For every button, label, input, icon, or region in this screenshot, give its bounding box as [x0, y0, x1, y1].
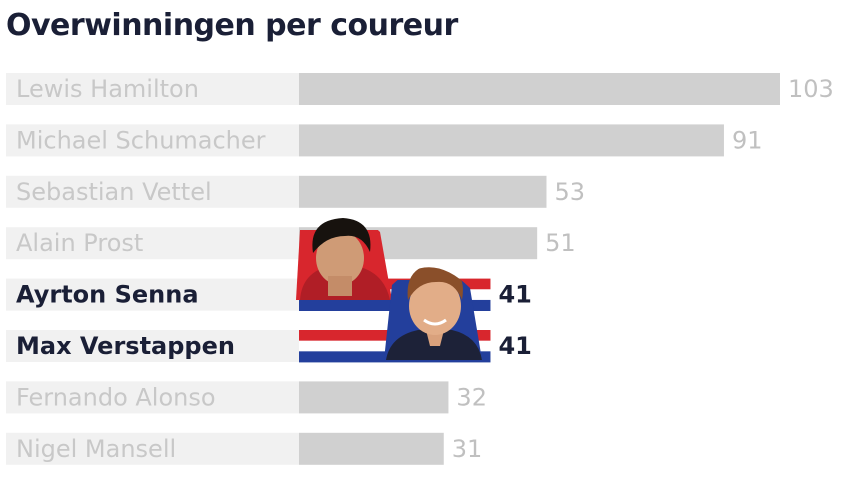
bar-michael-schumacher	[299, 124, 724, 157]
category-label-max-verstappen: Max Verstappen	[16, 332, 235, 360]
value-label-michael-schumacher: 91	[732, 126, 763, 154]
bar-fernando-alonso	[299, 381, 449, 414]
value-label-alain-prost: 51	[545, 229, 576, 257]
category-label-alain-prost: Alain Prost	[16, 229, 143, 257]
category-label-nigel-mansell: Nigel Mansell	[16, 435, 176, 463]
value-label-nigel-mansell: 31	[452, 435, 483, 463]
bar-lewis-hamilton	[299, 73, 780, 105]
value-label-max-verstappen: 41	[498, 332, 531, 360]
label-band-max-verstappen	[6, 330, 299, 362]
bar-sebastian-vettel	[299, 175, 547, 208]
label-band-michael-schumacher	[6, 124, 299, 157]
value-label-fernando-alonso: 32	[456, 383, 487, 411]
category-label-fernando-alonso: Fernando Alonso	[16, 383, 216, 411]
label-band-alain-prost	[6, 227, 299, 260]
bar-nigel-mansell	[299, 432, 444, 465]
label-band-sebastian-vettel	[6, 175, 299, 208]
bars-layer: Lewis Hamilton 103 Michael Schumacher 91 Seb…	[6, 73, 834, 465]
value-label-ayrton-senna: 41	[498, 281, 531, 309]
chart-title: Overwinningen per coureur	[6, 8, 458, 43]
value-label-lewis-hamilton: 103	[788, 75, 834, 103]
label-band-lewis-hamilton	[6, 73, 299, 105]
portrait-senna-photo	[296, 218, 392, 300]
category-label-ayrton-senna: Ayrton Senna	[16, 281, 199, 309]
label-band-ayrton-senna	[6, 278, 299, 311]
category-label-sebastian-vettel: Sebastian Vettel	[16, 178, 212, 206]
label-band-nigel-mansell	[6, 432, 299, 465]
label-band-fernando-alonso	[6, 381, 299, 414]
category-label-michael-schumacher: Michael Schumacher	[16, 126, 266, 154]
category-label-lewis-hamilton: Lewis Hamilton	[16, 75, 199, 103]
value-label-sebastian-vettel: 53	[555, 178, 586, 206]
portrait-verstappen-photo	[384, 267, 482, 360]
